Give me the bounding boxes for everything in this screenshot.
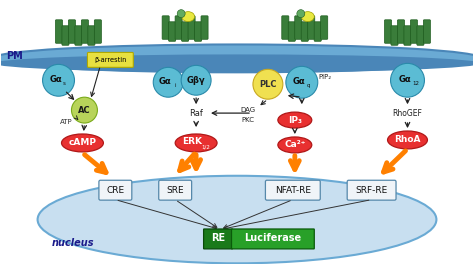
Text: 1/2: 1/2 xyxy=(201,144,210,149)
Ellipse shape xyxy=(278,112,312,128)
Circle shape xyxy=(391,63,424,97)
FancyBboxPatch shape xyxy=(295,16,302,39)
Circle shape xyxy=(253,69,283,99)
FancyBboxPatch shape xyxy=(55,20,63,43)
Text: Gα: Gα xyxy=(49,75,62,84)
Text: RhoGEF: RhoGEF xyxy=(392,109,422,118)
FancyBboxPatch shape xyxy=(308,16,315,39)
Text: SRF-RE: SRF-RE xyxy=(356,186,388,195)
Text: i: i xyxy=(174,83,176,88)
Text: Raf: Raf xyxy=(189,109,203,118)
FancyBboxPatch shape xyxy=(320,16,328,39)
FancyBboxPatch shape xyxy=(162,16,169,39)
Text: ATP: ATP xyxy=(60,119,73,125)
Text: PM: PM xyxy=(6,51,23,61)
Ellipse shape xyxy=(0,45,474,72)
FancyBboxPatch shape xyxy=(99,180,132,200)
Circle shape xyxy=(153,67,183,97)
FancyBboxPatch shape xyxy=(282,16,289,39)
FancyBboxPatch shape xyxy=(204,229,233,249)
FancyBboxPatch shape xyxy=(423,20,430,43)
Text: q: q xyxy=(307,83,310,88)
FancyBboxPatch shape xyxy=(159,180,191,200)
FancyBboxPatch shape xyxy=(314,22,321,41)
Text: 12: 12 xyxy=(412,81,419,86)
Text: cAMP: cAMP xyxy=(68,138,96,147)
Ellipse shape xyxy=(388,131,428,149)
FancyBboxPatch shape xyxy=(231,229,314,249)
Circle shape xyxy=(72,97,98,123)
FancyBboxPatch shape xyxy=(68,20,75,43)
Text: PLC: PLC xyxy=(259,80,277,89)
Text: SRE: SRE xyxy=(166,186,184,195)
Text: Ca²⁺: Ca²⁺ xyxy=(284,140,306,149)
FancyBboxPatch shape xyxy=(87,52,133,67)
Text: AC: AC xyxy=(78,106,91,115)
FancyBboxPatch shape xyxy=(391,26,398,45)
Text: PIP₂: PIP₂ xyxy=(318,74,331,80)
Text: CRE: CRE xyxy=(106,186,124,195)
Text: Gα: Gα xyxy=(398,75,411,84)
Ellipse shape xyxy=(0,54,474,72)
Ellipse shape xyxy=(62,134,103,152)
FancyBboxPatch shape xyxy=(88,26,95,45)
FancyBboxPatch shape xyxy=(82,20,89,43)
FancyBboxPatch shape xyxy=(194,22,201,41)
FancyBboxPatch shape xyxy=(182,22,189,41)
Text: DAG: DAG xyxy=(240,107,255,113)
Text: NFAT-RE: NFAT-RE xyxy=(275,186,311,195)
Text: IP₃: IP₃ xyxy=(288,116,302,125)
FancyBboxPatch shape xyxy=(188,16,195,39)
Ellipse shape xyxy=(301,12,314,21)
FancyBboxPatch shape xyxy=(417,26,424,45)
FancyBboxPatch shape xyxy=(384,20,392,43)
Text: RhoA: RhoA xyxy=(394,135,421,144)
Ellipse shape xyxy=(37,176,437,263)
Text: s: s xyxy=(63,81,66,86)
FancyBboxPatch shape xyxy=(347,180,396,200)
FancyBboxPatch shape xyxy=(62,26,69,45)
FancyBboxPatch shape xyxy=(94,20,101,43)
FancyBboxPatch shape xyxy=(288,22,295,41)
Circle shape xyxy=(297,10,305,17)
Text: β-arrestin: β-arrestin xyxy=(94,58,127,63)
FancyBboxPatch shape xyxy=(265,180,320,200)
FancyBboxPatch shape xyxy=(397,20,404,43)
FancyBboxPatch shape xyxy=(175,16,182,39)
Text: nucleus: nucleus xyxy=(51,238,94,248)
FancyBboxPatch shape xyxy=(169,22,176,41)
FancyBboxPatch shape xyxy=(404,26,411,45)
FancyBboxPatch shape xyxy=(301,22,308,41)
Text: PKC: PKC xyxy=(241,117,255,123)
Circle shape xyxy=(43,64,74,96)
FancyBboxPatch shape xyxy=(201,16,208,39)
Text: Gβγ: Gβγ xyxy=(187,76,205,85)
Text: ERK: ERK xyxy=(182,138,202,147)
Circle shape xyxy=(181,65,211,95)
Circle shape xyxy=(177,10,185,17)
FancyBboxPatch shape xyxy=(75,26,82,45)
Ellipse shape xyxy=(278,137,312,153)
Circle shape xyxy=(286,66,318,98)
Ellipse shape xyxy=(182,12,195,21)
Text: Gα: Gα xyxy=(292,77,305,86)
Text: Gα: Gα xyxy=(159,77,172,86)
Text: Luciferase: Luciferase xyxy=(244,233,301,244)
Text: RE: RE xyxy=(211,233,225,244)
Ellipse shape xyxy=(175,134,217,152)
FancyBboxPatch shape xyxy=(410,20,418,43)
